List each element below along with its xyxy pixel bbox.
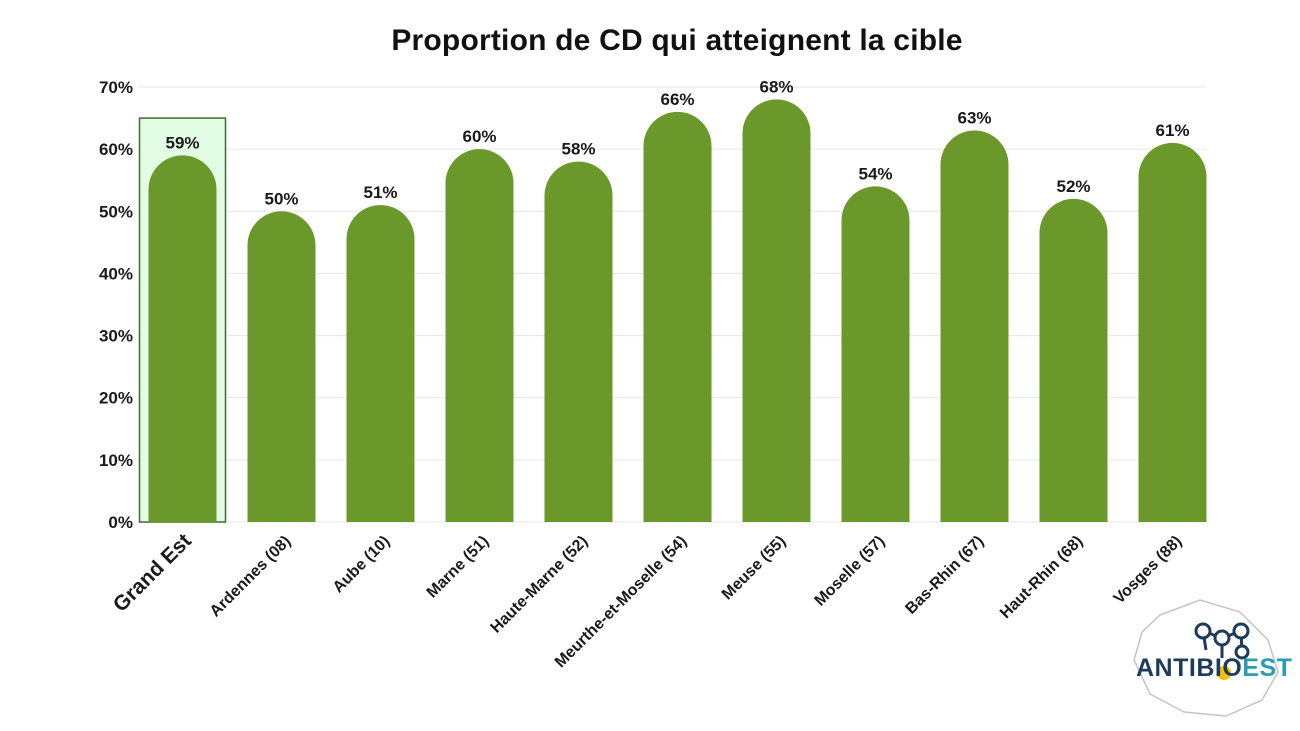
- bar: [1138, 142, 1207, 522]
- bar: [148, 155, 217, 522]
- chart-title: Proportion de CD qui atteignent la cible: [391, 24, 963, 57]
- bar: [346, 205, 415, 523]
- data-label: 54%: [858, 164, 892, 183]
- data-label: 50%: [264, 189, 298, 208]
- data-label: 63%: [957, 109, 991, 128]
- y-tick-label: 10%: [99, 451, 133, 470]
- logo-text-antibio: ANTIBIO: [1136, 654, 1243, 682]
- bar: [742, 99, 811, 522]
- logo-text-est: EST: [1242, 654, 1293, 682]
- data-label: 58%: [561, 140, 595, 159]
- bars: [148, 99, 1207, 523]
- molecule-icon: [1194, 622, 1250, 660]
- x-tick-label: Vosges (88): [1111, 533, 1186, 608]
- y-tick-label: 20%: [99, 389, 133, 408]
- bar: [940, 130, 1009, 522]
- logo-dot-icon: [1217, 666, 1231, 680]
- x-tick-label: Grand Est: [109, 529, 196, 616]
- data-label: 66%: [660, 90, 694, 109]
- data-label: 59%: [165, 133, 199, 152]
- logo-graphic: [1133, 599, 1279, 717]
- data-label: 52%: [1056, 177, 1090, 196]
- data-label: 60%: [462, 127, 496, 146]
- bar: [841, 186, 910, 522]
- x-tick-label: Aube (10): [330, 533, 394, 597]
- x-axis: Grand Est Ardennes (08) Aube (10) Marne (51…: [109, 529, 1186, 671]
- y-axis: 0% 10% 20% 30% 40% 50% 60% 70%: [99, 78, 133, 532]
- france-map-icon: [1133, 599, 1279, 717]
- x-tick-label: Marne (51): [424, 533, 493, 602]
- data-label: 51%: [363, 183, 397, 202]
- x-tick-label: Bas-Rhin (67): [902, 533, 987, 618]
- bar: [445, 149, 514, 522]
- bar: [247, 211, 316, 523]
- x-tick-label: Haut-Rhin (68): [997, 533, 1086, 622]
- logo-wordmark: ANTIBIOEST: [1136, 654, 1292, 683]
- y-tick-label: 40%: [99, 264, 133, 283]
- data-label: 68%: [759, 77, 793, 96]
- y-tick-label: 60%: [99, 140, 133, 159]
- x-tick-label: Ardennes (08): [207, 533, 294, 620]
- data-labels: 59% 50% 51% 60% 58% 66% 68% 54% 63% 52% 61%: [165, 77, 1189, 208]
- y-tick-label: 0%: [108, 513, 133, 532]
- data-label: 61%: [1155, 121, 1189, 140]
- x-tick-label: Haute-Marne (52): [488, 533, 592, 637]
- y-tick-label: 30%: [99, 327, 133, 346]
- x-tick-label: Moselle (57): [812, 533, 889, 610]
- y-tick-label: 70%: [99, 78, 133, 97]
- x-tick-label: Meuse (55): [719, 533, 790, 604]
- y-tick-label: 50%: [99, 202, 133, 221]
- bar: [1039, 198, 1108, 522]
- bar: [544, 161, 613, 523]
- bar: [643, 111, 712, 522]
